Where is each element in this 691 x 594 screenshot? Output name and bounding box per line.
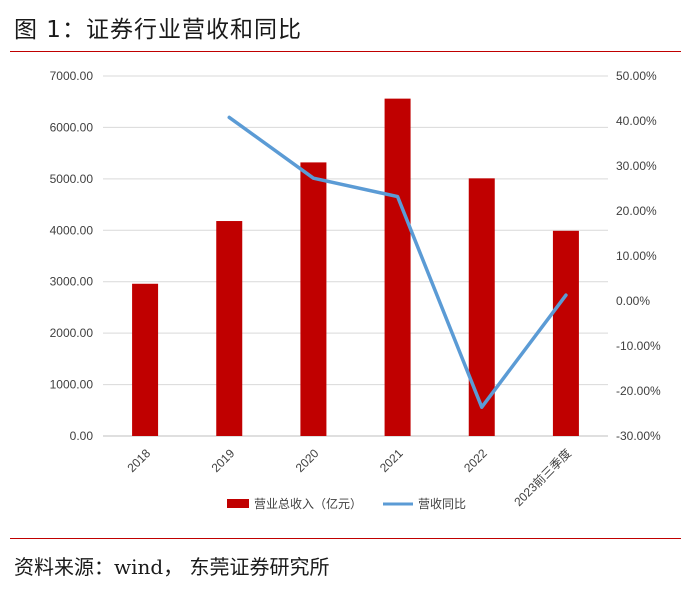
right-tick-label: 30.00% — [616, 159, 657, 173]
x-tick-label: 2018 — [124, 446, 153, 475]
bar-series — [132, 98, 579, 436]
legend-bar-label: 营业总收入（亿元） — [254, 496, 362, 511]
right-tick-label: 40.00% — [616, 114, 657, 128]
title-rule — [10, 51, 681, 52]
left-tick-label: 7000.00 — [50, 69, 94, 83]
right-tick-label: 50.00% — [616, 69, 657, 83]
gridlines — [103, 75, 608, 437]
source-note: 资料来源：wind， 东莞证券研究所 — [14, 555, 330, 579]
bar — [132, 283, 159, 436]
right-tick-label: 0.00% — [616, 294, 650, 308]
bar — [300, 162, 327, 436]
x-tick-label: 2020 — [293, 446, 322, 475]
left-tick-label: 4000.00 — [50, 223, 94, 237]
legend: 营业总收入（亿元） 营收同比 — [227, 496, 466, 511]
bar — [552, 230, 579, 436]
line-series — [227, 115, 568, 409]
right-tick-label: 10.00% — [616, 249, 657, 263]
left-tick-label: 0.00 — [70, 429, 94, 443]
source-rule — [10, 538, 681, 539]
right-tick-label: -30.00% — [616, 429, 661, 443]
bar — [216, 221, 243, 436]
legend-line-label: 营收同比 — [418, 497, 466, 511]
right-tick-label: 20.00% — [616, 204, 657, 218]
left-tick-label: 3000.00 — [50, 275, 94, 289]
left-tick-label: 5000.00 — [50, 172, 94, 186]
right-tick-label: -10.00% — [616, 339, 661, 353]
x-tick-label: 2022 — [461, 446, 490, 475]
right-tick-label: -20.00% — [616, 384, 661, 398]
bar — [384, 98, 411, 436]
figure-title: 图 1：证券行业营收和同比 — [14, 17, 302, 43]
x-tick-label: 2019 — [209, 446, 238, 475]
chart: 0.00 1000.00 2000.00 3000.00 4000.00 5000.00 6… — [50, 69, 661, 511]
x-tick-label: 2021 — [377, 446, 406, 475]
left-tick-label: 1000.00 — [50, 378, 94, 392]
left-axis-ticks: 0.00 1000.00 2000.00 3000.00 4000.00 5000.00 6… — [50, 69, 94, 443]
left-tick-label: 2000.00 — [50, 326, 94, 340]
x-tick-label: 2023前三季度 — [511, 446, 574, 509]
right-axis-ticks: -30.00% -20.00% -10.00% 0.00% 10.00% 20.00% 30… — [616, 69, 661, 443]
left-tick-label: 6000.00 — [50, 120, 94, 134]
legend-bar-swatch — [227, 499, 249, 508]
